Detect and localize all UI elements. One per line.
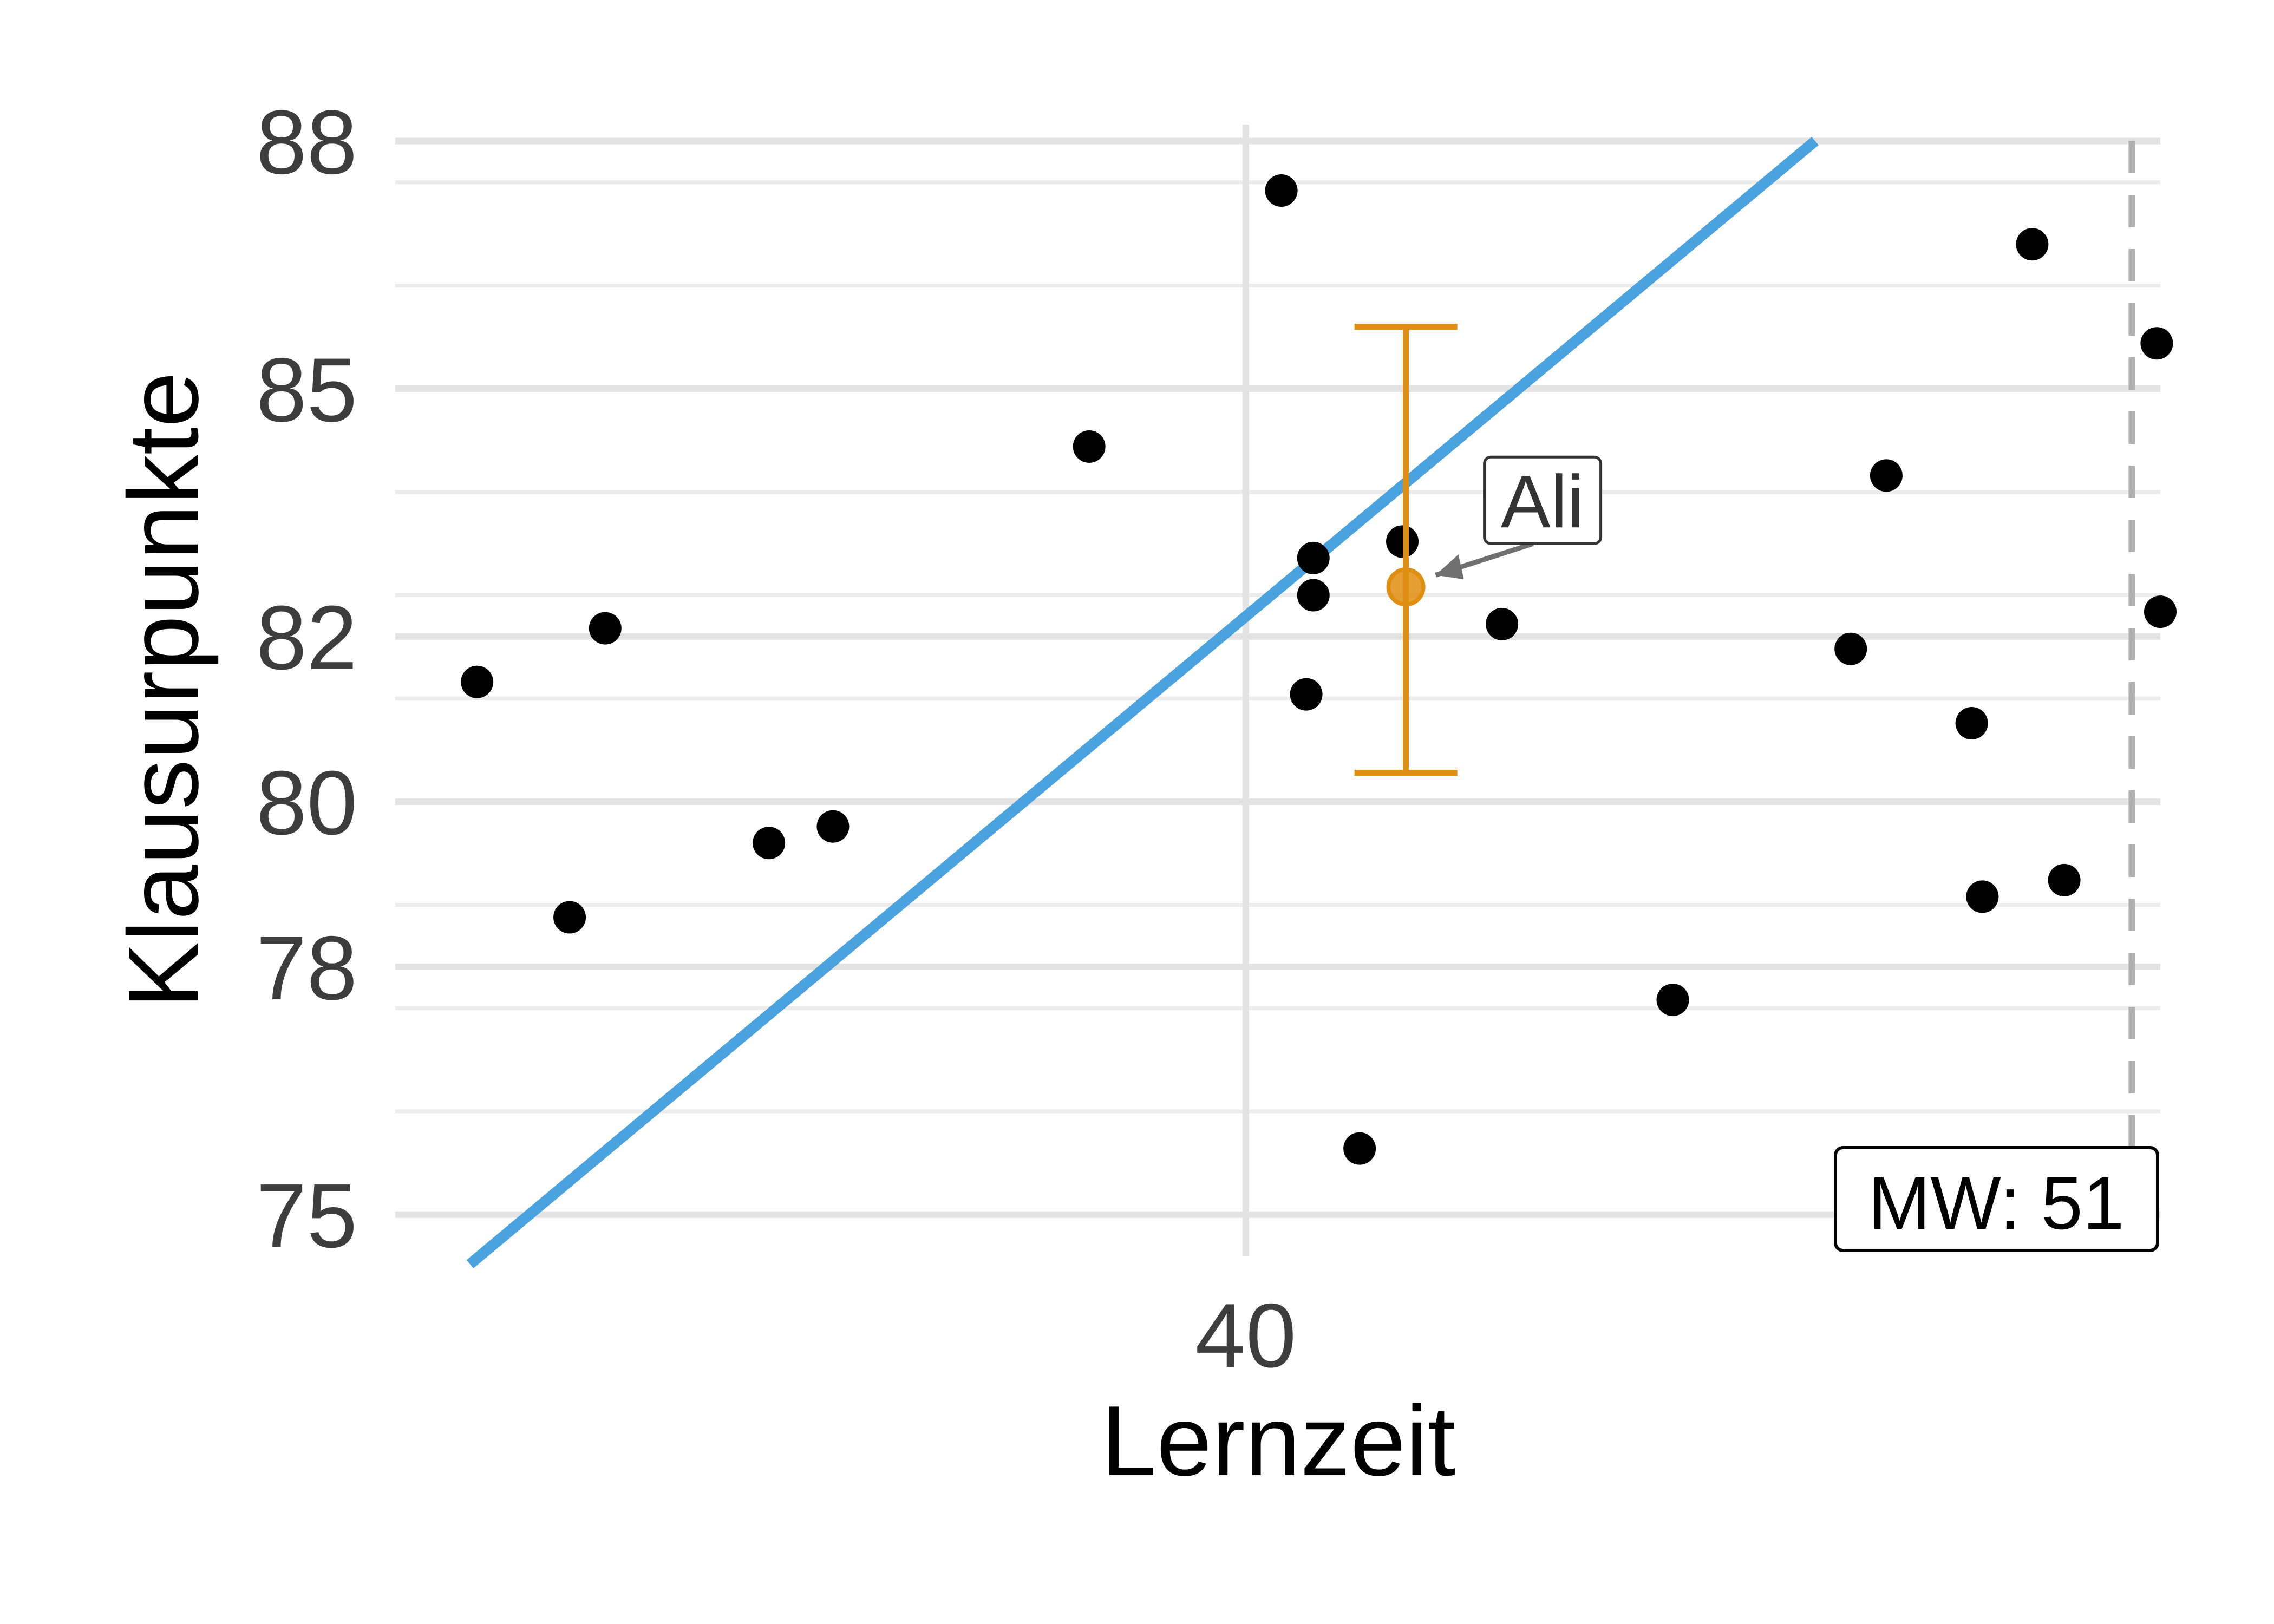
y-tick-label: 75 — [256, 1165, 357, 1267]
scatter-point — [589, 612, 622, 645]
scatter-point — [1290, 678, 1323, 711]
scatter-point — [1870, 459, 1903, 492]
y-tick-label: 85 — [256, 339, 357, 441]
scatter-point — [1966, 880, 1999, 913]
scatter-point — [1265, 174, 1298, 207]
scatter-point — [2048, 863, 2081, 896]
y-tick-label: 78 — [256, 917, 357, 1019]
scatter-point — [1343, 1132, 1376, 1165]
scatter-point — [1486, 607, 1519, 640]
highlight-group: Ali — [1354, 324, 1603, 776]
x-tick-label: 40 — [1195, 1285, 1296, 1386]
trend-line — [466, 136, 1819, 1268]
scatter-point — [2016, 228, 2049, 261]
scatter-point — [553, 901, 586, 934]
y-tick-label: 88 — [256, 91, 357, 193]
scatter-point — [1297, 579, 1330, 612]
scatter-point — [1073, 430, 1106, 463]
highlight-point — [1386, 567, 1426, 607]
data-points — [461, 174, 2177, 1165]
y-tick-label: 82 — [256, 587, 357, 689]
scatter-point — [461, 665, 494, 698]
scatter-point — [2140, 327, 2173, 360]
scatter-point — [816, 810, 850, 843]
x-axis-title: Lernzeit — [1101, 1385, 1456, 1496]
scatter-point — [1386, 525, 1419, 558]
annotation-arrowhead — [1435, 554, 1464, 580]
y-axis-title: Klausurpunkte — [107, 372, 219, 1009]
scatter-point — [2144, 595, 2177, 628]
y-tick-label: 80 — [256, 752, 357, 854]
tick-labels: 75 78 80 82 85 88 40 — [256, 91, 1296, 1386]
scatter-point — [1297, 541, 1330, 574]
mean-label: MW: 51 — [1868, 1162, 2125, 1245]
scatter-point — [1834, 632, 1867, 665]
annotation-label: Ali — [1501, 460, 1584, 543]
scatter-point — [1656, 984, 1689, 1017]
grid — [395, 125, 2160, 1256]
scatter-point — [1955, 707, 1988, 740]
annotation-box — [1483, 455, 1603, 545]
mean-label-box — [1834, 1146, 2159, 1252]
reference-lines: MW: 51 — [466, 136, 2159, 1268]
scatter-point — [753, 827, 786, 860]
